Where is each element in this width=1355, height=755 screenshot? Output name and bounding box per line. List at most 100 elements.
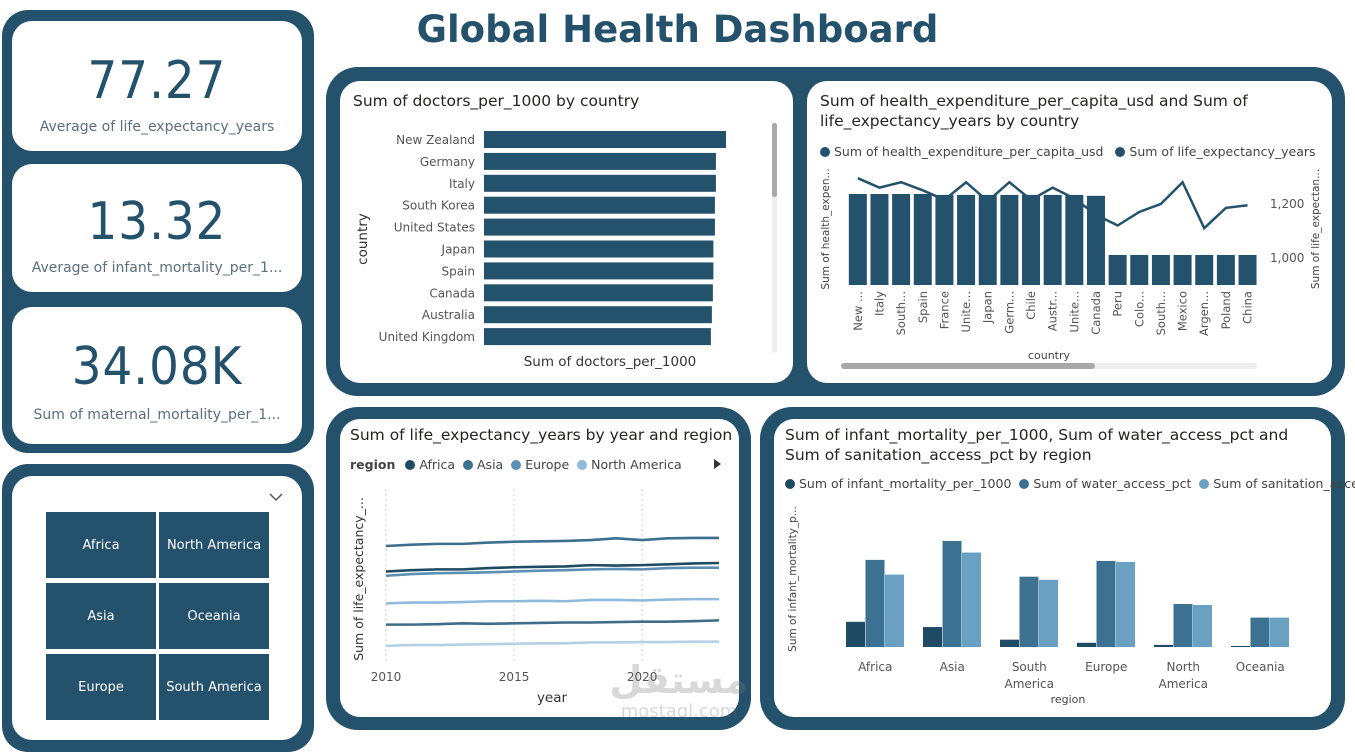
y-tick-label: Canada	[429, 286, 475, 300]
y-axis-label: Sum of life_expectancy_...	[351, 497, 366, 661]
legend-item-europe[interactable]: Europe	[511, 457, 569, 472]
legend-item[interactable]: Sum of water_access_pct	[1019, 476, 1191, 491]
bar	[1193, 605, 1212, 647]
bar	[870, 194, 889, 285]
bar	[978, 194, 997, 285]
scrollbar-thumb[interactable]	[841, 363, 1095, 369]
legend-title: region	[350, 457, 396, 472]
x-tick-label: South...	[1154, 291, 1168, 335]
x-tick-label: China	[1241, 291, 1255, 324]
bar	[1039, 579, 1058, 647]
line-series	[385, 566, 719, 578]
slicer-tile-asia[interactable]: Asia	[46, 583, 156, 649]
kpi-card-maternal-mortality: 34.08K Sum of maternal_mortality_per_1..…	[12, 307, 302, 444]
chart-title: Sum of life_expectancy_years by year and…	[350, 426, 733, 444]
y-tick-label: Australia	[422, 308, 475, 322]
bar	[1019, 576, 1039, 647]
scrollbar[interactable]	[772, 123, 777, 353]
bar	[1216, 254, 1235, 285]
x-tick-label: Colo...	[1132, 291, 1146, 327]
bar	[484, 196, 715, 214]
legend-item-africa[interactable]: Africa	[405, 457, 455, 472]
x-tick-label: France	[937, 291, 951, 329]
legend-label: Sum of sanitation_access_...	[1213, 476, 1355, 491]
line-series	[385, 561, 720, 573]
y-tick-label: Italy	[449, 177, 475, 191]
x-tick-label: 2020	[627, 670, 658, 684]
slicer-tile-africa[interactable]: Africa	[46, 512, 156, 578]
x-tick-label: Unite...	[1067, 291, 1081, 332]
x-tick-label: America	[1005, 677, 1055, 691]
x-tick-label: Asia	[940, 660, 965, 674]
life-expectancy-chart-card: Sum of life_expectancy_years by year and…	[340, 419, 739, 717]
legend-item[interactable]: Sum of health_expenditure_per_capita_usd	[820, 144, 1103, 159]
bar	[913, 194, 932, 285]
bar	[1065, 194, 1084, 285]
legend-label: Sum of water_access_pct	[1033, 476, 1192, 491]
line-series	[386, 619, 720, 626]
chevron-down-icon[interactable]	[268, 492, 284, 502]
kpi-value: 77.27	[87, 51, 227, 111]
x-tick-label: North	[1166, 660, 1200, 674]
legend-label: North America	[591, 457, 682, 472]
bar	[846, 621, 865, 647]
bar	[1154, 644, 1173, 647]
doctors-chart-card: Sum of doctors_per_1000 by country New Z…	[340, 81, 793, 383]
y-tick-label: Spain	[441, 264, 475, 278]
y2-axis-label: Sum of life_expectan...	[1310, 169, 1322, 289]
bar	[1077, 642, 1096, 647]
bar	[1195, 254, 1214, 285]
bar	[484, 328, 711, 346]
line-series	[385, 640, 719, 648]
x-tick-label: Mexico	[1176, 291, 1190, 331]
bar	[848, 194, 867, 285]
chart-legend: Sum of health_expenditure_per_capita_usd…	[820, 144, 1316, 159]
bar	[962, 552, 981, 647]
bar	[1270, 617, 1289, 647]
legend-item[interactable]: Sum of life_expectancy_years	[1115, 144, 1316, 159]
bar	[484, 306, 712, 324]
x-tick-label: Africa	[858, 660, 892, 674]
y-tick-label: South Korea	[402, 199, 475, 213]
x-tick-label: Argen...	[1197, 291, 1211, 336]
kpi-label: Average of life_expectancy_years	[39, 119, 275, 135]
bar	[1151, 254, 1170, 285]
legend-item[interactable]: Sum of infant_mortality_per_1000	[785, 476, 1011, 491]
x-tick-label: Peru	[1111, 291, 1125, 317]
bar	[923, 627, 942, 647]
region-bar-chart-card: Sum of infant_mortality_per_1000, Sum of…	[774, 419, 1355, 717]
region-slicer: Africa North America Asia Oceania Europe…	[12, 476, 302, 740]
scrollbar-thumb[interactable]	[772, 123, 777, 197]
slicer-tile-south-america[interactable]: South America	[159, 654, 269, 720]
bar	[484, 262, 714, 280]
chart-title: Sum of doctors_per_1000 by country	[353, 92, 640, 110]
slicer-tile-oceania[interactable]: Oceania	[159, 583, 269, 649]
bar	[1130, 254, 1149, 285]
legend-next-icon[interactable]	[712, 458, 722, 470]
legend-item-asia[interactable]: Asia	[463, 457, 503, 472]
legend-item-north-america[interactable]: North America	[577, 457, 682, 472]
slicer-tile-north-america[interactable]: North America	[159, 512, 269, 578]
x-tick-label: Austr...	[1046, 291, 1060, 331]
kpi-card-life-expectancy: 77.27 Average of life_expectancy_years	[12, 21, 302, 151]
x-axis-label: country	[1028, 349, 1071, 362]
x-tick-label: Japan	[981, 291, 995, 324]
bar	[1173, 254, 1192, 285]
page-title: Global Health Dashboard	[416, 8, 939, 51]
region-grouped-bar-chart: Africa Asia South America Europe North America…	[787, 506, 1289, 706]
legend-item[interactable]: Sum of sanitation_access_...	[1199, 476, 1355, 491]
chart-legend: region Africa Asia Europe North America	[350, 457, 682, 472]
legend-label: Sum of infant_mortality_per_1000	[799, 476, 1012, 491]
bar	[484, 131, 726, 148]
x-tick-label: Chile	[1024, 291, 1038, 320]
x-tick-label: 2015	[499, 670, 530, 684]
bar	[484, 174, 716, 192]
y2-tick-label: 1,000	[1270, 251, 1304, 265]
y-tick-label: Japan	[441, 243, 475, 257]
watermark-arabic: مستقل	[609, 658, 749, 702]
slicer-tile-europe[interactable]: Europe	[46, 654, 156, 720]
x-axis-label: Sum of doctors_per_1000	[524, 354, 697, 370]
bar	[1000, 194, 1019, 285]
x-tick-label: Canada	[1089, 291, 1103, 335]
horizontal-scrollbar[interactable]	[841, 363, 1257, 369]
